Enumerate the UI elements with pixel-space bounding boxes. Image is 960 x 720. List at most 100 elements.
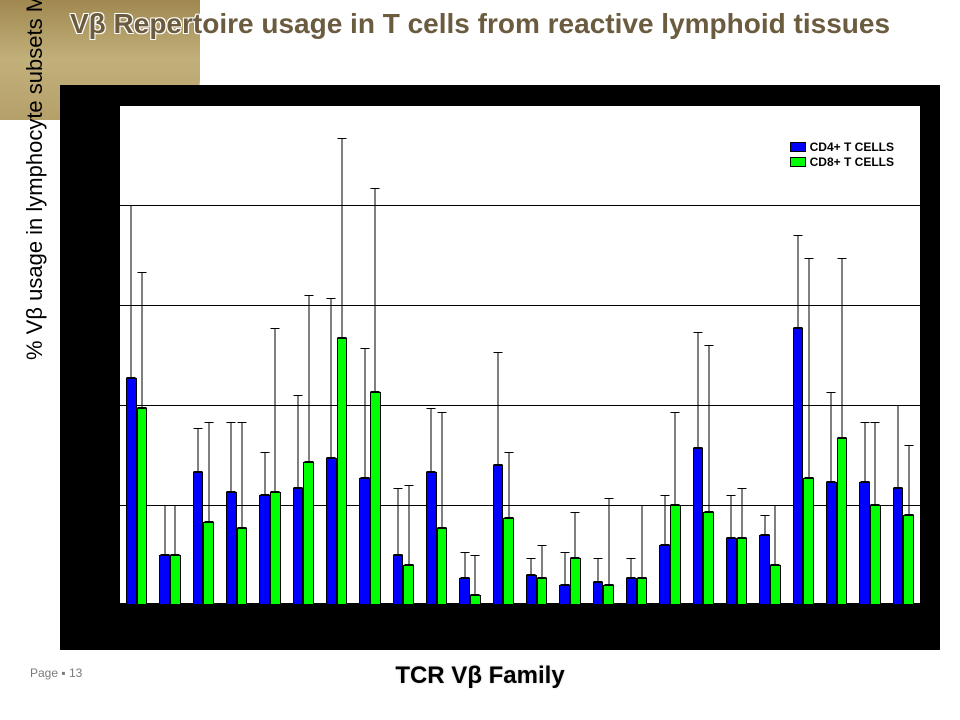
xtick-label: 13.6: [759, 603, 783, 625]
bar: [259, 495, 270, 605]
legend-label: CD8+ T CELLS: [810, 155, 894, 169]
gridline: [120, 105, 920, 106]
error-bar: [864, 422, 865, 482]
x-axis-label: TCR Vβ Family: [0, 662, 960, 690]
error-bar: [631, 558, 632, 578]
error-bar: [331, 298, 332, 458]
ytick-label: 15: [96, 97, 120, 113]
xtick-label: 4: [901, 606, 913, 619]
bar: [503, 518, 514, 605]
xtick-label: 9: [434, 606, 446, 619]
bar: [393, 555, 404, 605]
error-bar: [675, 412, 676, 505]
error-bar: [142, 272, 143, 409]
ytick-label: 3: [104, 497, 120, 513]
bar: [370, 392, 381, 605]
error-bar: [275, 328, 276, 491]
error-bar: [297, 395, 298, 488]
error-bar: [131, 205, 132, 378]
error-bar: [508, 452, 509, 519]
y-axis-label: % Vβ usage in lymphocyte subsets Mean + …: [22, 0, 48, 360]
error-bar: [564, 552, 565, 585]
error-bar: [364, 348, 365, 478]
error-bar: [164, 505, 165, 555]
bar: [303, 462, 314, 605]
bar: [126, 378, 137, 605]
bar: [226, 492, 237, 605]
bar: [170, 555, 181, 605]
bar: [603, 585, 614, 605]
error-bar: [831, 392, 832, 482]
bar: [759, 535, 770, 605]
bar: [203, 522, 214, 605]
error-bar: [408, 485, 409, 565]
error-bar: [775, 505, 776, 565]
error-bar: [531, 558, 532, 575]
bar: [437, 528, 448, 605]
xtick-label: 23: [564, 605, 581, 622]
gridline: [120, 305, 920, 306]
xtick-label: 22: [864, 605, 881, 622]
bar: [326, 458, 337, 605]
xtick-label: 5.1: [729, 604, 748, 623]
legend-swatch: [790, 157, 806, 167]
error-bar: [208, 422, 209, 522]
bar: [559, 585, 570, 605]
legend-item: CD4+ T CELLS: [790, 140, 894, 154]
error-bar: [431, 408, 432, 471]
error-bar: [808, 258, 809, 478]
error-bar: [542, 545, 543, 578]
error-bar: [875, 422, 876, 505]
bar: [293, 488, 304, 605]
error-bar: [608, 498, 609, 585]
bar: [803, 478, 814, 605]
ytick-label: 6: [104, 397, 120, 413]
page-number: Page ▪ 13: [30, 666, 82, 680]
bar: [403, 565, 414, 605]
error-bar: [897, 405, 898, 488]
bar: [137, 408, 148, 605]
error-bar: [197, 428, 198, 471]
xtick-label: 1: [834, 606, 846, 619]
bar: [726, 538, 737, 605]
bar: [337, 338, 348, 605]
chart-panel: CD4+ T CELLSCD8+ T CELLS 036912153162081…: [60, 85, 940, 650]
bar: [837, 438, 848, 605]
bar: [770, 565, 781, 605]
legend-swatch: [790, 142, 806, 152]
bar: [793, 328, 804, 605]
bar: [570, 558, 581, 605]
xtick-label: 8: [234, 606, 246, 619]
bar: [526, 575, 537, 605]
error-bar: [175, 505, 176, 555]
error-bar: [697, 332, 698, 449]
xtick-label: 12: [264, 605, 281, 622]
bar: [870, 505, 881, 605]
bar: [826, 482, 837, 605]
xtick-label: 20: [197, 605, 214, 622]
bar: [903, 515, 914, 605]
gridline: [120, 205, 920, 206]
xtick-label: 5.3: [396, 604, 415, 623]
error-bar: [264, 452, 265, 495]
bar: [637, 578, 648, 605]
bar: [459, 578, 470, 605]
xtick-label: 14: [331, 605, 348, 622]
bar: [737, 538, 748, 605]
bar: [659, 545, 670, 605]
xtick-label: 18: [464, 605, 481, 622]
xtick-label: 11: [598, 605, 614, 622]
xtick-label: 2: [801, 606, 813, 619]
error-bar: [442, 412, 443, 529]
bar: [270, 492, 281, 605]
bar: [470, 595, 481, 605]
error-bar: [475, 555, 476, 595]
legend-label: CD4+ T CELLS: [810, 140, 894, 154]
xtick-label: 7.1: [662, 604, 681, 623]
error-bar: [642, 505, 643, 578]
bar: [537, 578, 548, 605]
bar: [626, 578, 637, 605]
error-bar: [231, 422, 232, 492]
ytick-label: 12: [96, 197, 120, 213]
xtick-label: 16: [164, 605, 181, 622]
